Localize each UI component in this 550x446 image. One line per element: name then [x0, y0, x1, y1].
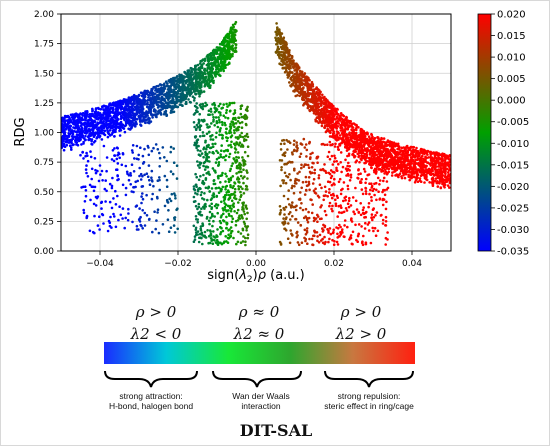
x-tick-label: −0.02 [164, 259, 192, 269]
condition-repulsion: ρ > 0 λ2 > 0 [335, 303, 387, 343]
y-tick-label: 1.00 [34, 129, 54, 139]
x-tick-label: 0.00 [246, 259, 266, 269]
y-tick-label: 0.00 [34, 247, 54, 257]
description-vdw: Wan der Waals interaction [232, 391, 290, 411]
colorbar-tick-labels: 0.020 0.015 0.010 0.005 0.000 -0.005 -0.010 -0.… [491, 10, 529, 258]
y-tick-label: 0.50 [34, 188, 54, 198]
y-tick-label: 1.50 [34, 69, 54, 79]
y-tick-label: 0.25 [34, 217, 54, 227]
colorbar-tick-label: 0.005 [497, 74, 526, 85]
brace-group [104, 370, 414, 388]
y-tick-label: 1.25 [34, 99, 54, 109]
colorbar-tick-label: -0.010 [497, 139, 529, 150]
x-axis-label: sign(λ2)ρ (a.u.) [207, 268, 304, 285]
colorbar-tick-label: -0.015 [497, 160, 529, 171]
condition-attraction: ρ > 0 λ2 < 0 [130, 303, 182, 343]
y-tick-label: 0.75 [34, 158, 54, 168]
grid-lines [61, 13, 451, 252]
colorbar [477, 13, 492, 252]
description-attraction: strong attraction: H-bond, halogen bond [108, 391, 194, 411]
colorbar-tick-label: -0.005 [497, 117, 529, 128]
x-tick-labels: −0.04 −0.02 0.00 0.02 0.04 [86, 251, 422, 269]
description-repulsion: strong repulsion: steric effect in ring/c… [324, 391, 414, 411]
brace-right [324, 370, 414, 388]
y-tick-label: 1.75 [34, 40, 54, 50]
colorbar-tick-label: 0.020 [497, 10, 526, 21]
colorbar-tick-label: 0.000 [497, 96, 526, 107]
data-points [61, 20, 451, 247]
brace-middle [212, 370, 302, 388]
rdg-scatter-chart: −0.04 −0.02 0.00 0.02 0.04 0.00 0.25 0.50 0.75 1… [13, 10, 529, 286]
colorbar-tick-label: -0.035 [497, 247, 529, 258]
x-tick-label: 0.02 [324, 259, 344, 269]
figure-title: DIT-SAL [239, 421, 313, 440]
colorbar-tick-label: -0.030 [497, 225, 529, 236]
y-axis-label: RDG [13, 117, 28, 146]
y-tick-label: 2.00 [34, 10, 54, 20]
brace-left [104, 370, 198, 388]
colorbar-tick-label: -0.020 [497, 182, 529, 193]
colorbar-tick-label: 0.015 [497, 31, 526, 42]
y-tick-labels: 0.00 0.25 0.50 0.75 1.00 1.25 1.50 1.75 2.00 [34, 10, 61, 257]
colorbar-tick-label: -0.025 [497, 203, 529, 214]
x-tick-label: −0.04 [86, 259, 114, 269]
interaction-gradient-bar [104, 342, 415, 364]
condition-vdw: ρ ≈ 0 λ2 ≈ 0 [233, 303, 285, 343]
colorbar-tick-label: 0.010 [497, 53, 526, 64]
x-tick-label: 0.04 [402, 259, 422, 269]
